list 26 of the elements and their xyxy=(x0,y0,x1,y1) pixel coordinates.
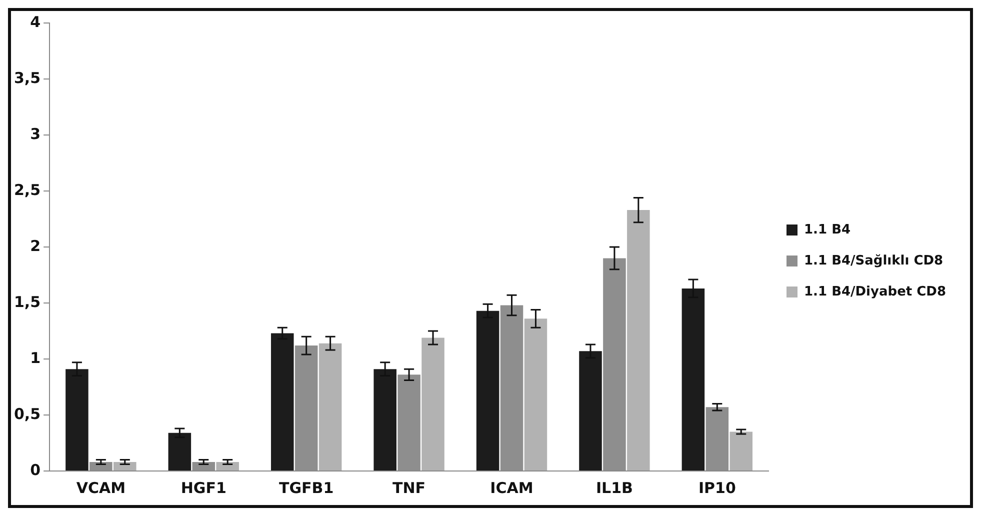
y-tick-label: 4 xyxy=(30,12,41,31)
x-tick-label: TNF xyxy=(392,478,426,497)
y-tick-label: 3,5 xyxy=(14,68,41,87)
x-tick-label: IL1B xyxy=(596,478,633,497)
y-tick-label: 3 xyxy=(30,124,41,143)
x-tick-label: VCAM xyxy=(76,478,126,497)
x-tick-label: ICAM xyxy=(490,478,534,497)
x-tick-label: HGF1 xyxy=(180,478,226,497)
bar xyxy=(627,210,650,470)
y-tick-label: 2,5 xyxy=(14,180,41,199)
bar xyxy=(422,338,444,470)
legend-label: 1.1 B4/Diyabet CD8 xyxy=(804,284,946,300)
y-tick-label: 1,5 xyxy=(14,292,41,311)
y-tick-label: 0,5 xyxy=(14,404,41,423)
bar xyxy=(730,432,753,470)
x-tick-label: IP10 xyxy=(698,478,736,497)
bar xyxy=(216,462,239,470)
y-tick-label: 2 xyxy=(30,236,41,255)
legend-label: 1.1 B4 xyxy=(804,222,851,238)
legend-label: 1.1 B4/Sağlıklı CD8 xyxy=(804,253,944,268)
x-tick-label: TGFB1 xyxy=(279,478,334,497)
bar xyxy=(524,318,548,470)
y-tick-label: 0 xyxy=(30,460,41,479)
bar xyxy=(318,343,342,470)
y-tick-label: 1 xyxy=(30,348,41,367)
bar xyxy=(114,462,136,470)
